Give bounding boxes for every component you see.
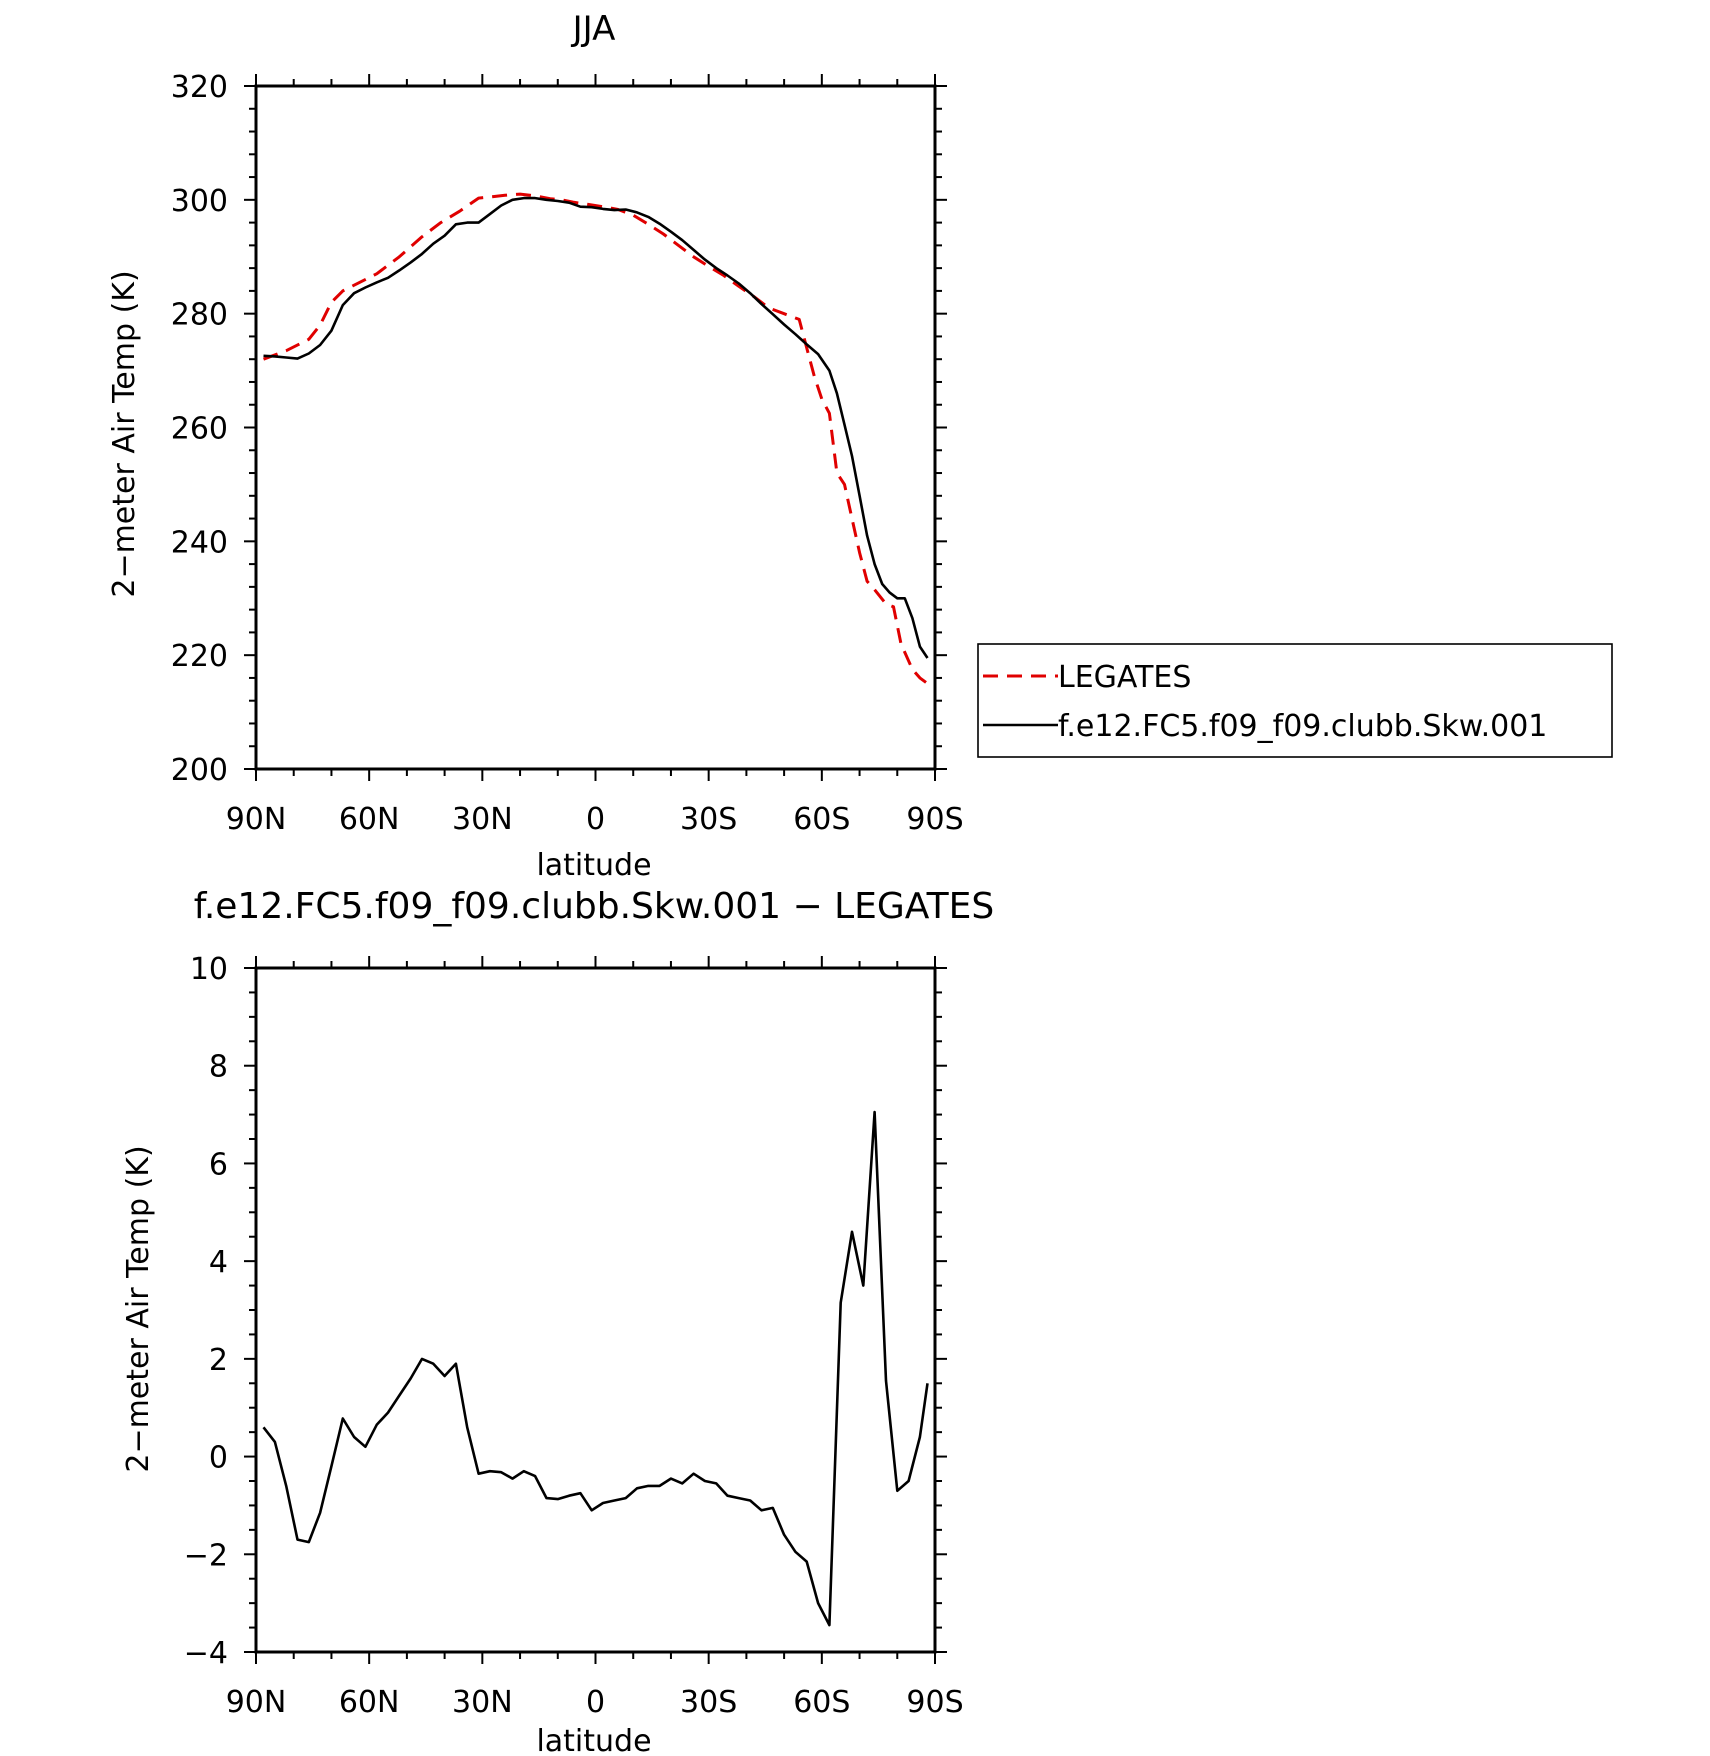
top-y-tick-label: 320 bbox=[171, 70, 228, 105]
top-series-line-legates bbox=[262, 192, 929, 685]
top-y-tick-label: 280 bbox=[171, 298, 228, 333]
bottom-x-tick-label: 60S bbox=[793, 1685, 850, 1720]
bottom-x-tick-label: 0 bbox=[586, 1685, 605, 1720]
bottom-y-tick-label: 6 bbox=[209, 1147, 228, 1182]
top-y-tick-label: 240 bbox=[171, 525, 228, 560]
bottom-y-tick-label: 10 bbox=[190, 952, 228, 987]
top-y-tick-label: 220 bbox=[171, 639, 228, 674]
top-chart-xlabel: latitude bbox=[536, 848, 651, 883]
top-x-tick-label: 90S bbox=[906, 802, 963, 837]
top-plot-frame bbox=[254, 84, 937, 771]
top-series-line-model bbox=[263, 196, 929, 659]
top-y-tick-label: 200 bbox=[171, 753, 228, 788]
bottom-y-tick-label: 4 bbox=[209, 1245, 228, 1280]
bottom-chart-xlabel: latitude bbox=[536, 1724, 651, 1756]
top-x-tick-label: 60N bbox=[339, 802, 400, 837]
top-chart: 90N 60N 30N 0 30S 60S 90S 200 220 240 260 280 300 320 bbox=[171, 70, 964, 837]
top-y-tick-label: 260 bbox=[171, 412, 228, 447]
bottom-chart-ylabel: 2−meter Air Temp (K) bbox=[121, 1145, 156, 1472]
top-x-tick-label: 30N bbox=[452, 802, 513, 837]
top-y-tick-label: 300 bbox=[171, 184, 228, 219]
bottom-series-line-difference bbox=[262, 1110, 929, 1627]
bottom-chart-title: f.e12.FC5.f09_f09.clubb.Skw.001 − LEGATE… bbox=[194, 886, 994, 927]
bottom-x-tick-label: 30S bbox=[680, 1685, 737, 1720]
bottom-y-tick-label: 2 bbox=[209, 1343, 228, 1378]
legend-box bbox=[977, 643, 1613, 758]
bottom-x-tick-label: 60N bbox=[339, 1685, 400, 1720]
top-chart-title: JJA bbox=[571, 9, 616, 49]
bottom-y-tick-label: −4 bbox=[184, 1636, 228, 1671]
bottom-x-tick-label: 90S bbox=[906, 1685, 963, 1720]
top-x-tick-label: 60S bbox=[793, 802, 850, 837]
legend-label-legates: LEGATES bbox=[1058, 660, 1191, 695]
top-x-tick-label: 30S bbox=[680, 802, 737, 837]
bottom-x-tick-label: 90N bbox=[226, 1685, 287, 1720]
top-x-tick-label: 90N bbox=[226, 802, 287, 837]
bottom-chart: 90N 60N 30N 0 30S 60S 90S −4 −2 0 2 4 6 8 10 bbox=[184, 952, 964, 1720]
bottom-x-tick-label: 30N bbox=[452, 1685, 513, 1720]
bottom-y-tick-label: −2 bbox=[184, 1538, 228, 1573]
top-x-tick-label: 0 bbox=[586, 802, 605, 837]
bottom-y-tick-label: 8 bbox=[209, 1050, 228, 1085]
bottom-y-tick-label: 0 bbox=[209, 1441, 228, 1476]
legend-label-model: f.e12.FC5.f09_f09.clubb.Skw.001 bbox=[1058, 709, 1547, 744]
top-chart-ylabel: 2−meter Air Temp (K) bbox=[107, 270, 142, 597]
legend: LEGATES f.e12.FC5.f09_f09.clubb.Skw.001 bbox=[977, 643, 1613, 758]
